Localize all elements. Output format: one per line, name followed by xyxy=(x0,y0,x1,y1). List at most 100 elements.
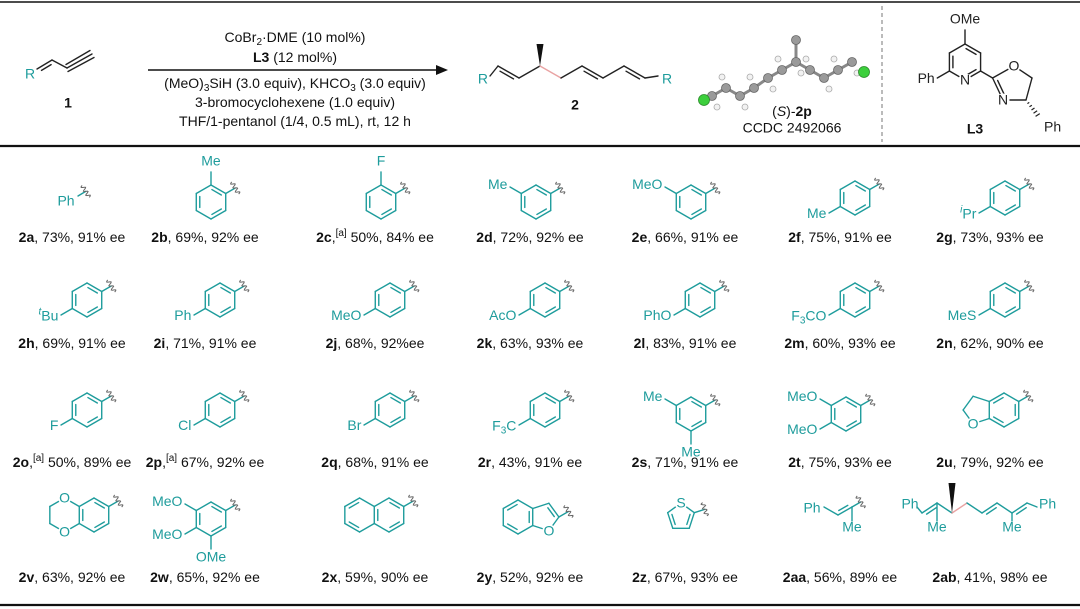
bond xyxy=(520,209,537,220)
bond xyxy=(101,395,112,403)
bond xyxy=(673,307,686,316)
bond xyxy=(363,417,376,426)
bond xyxy=(675,421,692,432)
compound-label: 2aa, 56%, 89% ee xyxy=(783,569,898,585)
bond xyxy=(184,503,197,512)
bond xyxy=(989,307,1006,318)
bond xyxy=(509,186,522,195)
condition-text: L3 (12 mol%) xyxy=(253,49,337,65)
bond xyxy=(583,70,599,80)
bond xyxy=(1004,307,1021,318)
crystal-atom xyxy=(791,57,801,67)
substituent-label: Ph xyxy=(57,193,74,209)
compound-label: 2s, 71%, 91% ee xyxy=(632,454,739,470)
crystal-hydrogen xyxy=(741,103,749,111)
bond xyxy=(390,306,402,314)
bond xyxy=(71,417,88,428)
bond xyxy=(951,502,968,514)
bond xyxy=(40,63,52,72)
bond xyxy=(381,208,393,216)
label-fragment: 2aa xyxy=(783,569,807,585)
bond xyxy=(497,65,520,79)
bond xyxy=(365,184,382,195)
label-fragment: 50%, 84% ee xyxy=(347,229,434,245)
wavy-bond xyxy=(113,494,124,508)
bond xyxy=(518,307,531,316)
atom-mask xyxy=(1007,59,1021,73)
label-fragment: 2u xyxy=(936,454,952,470)
crystal-atom xyxy=(735,91,745,101)
bond xyxy=(548,502,560,518)
bond xyxy=(219,282,236,293)
text-fragment: ·DME (10 mol%) xyxy=(262,29,365,45)
bond xyxy=(234,285,245,293)
bond xyxy=(978,205,991,214)
condition-text: 3-bromocyclohexene (1.0 equiv) xyxy=(195,94,395,110)
substituent-label: Me xyxy=(681,444,701,460)
crystal-atom xyxy=(777,65,787,75)
label-fragment: 2v xyxy=(19,569,35,585)
bond xyxy=(996,502,1013,514)
crystal-atom xyxy=(847,57,857,67)
label-fragment: , 79%, 92% ee xyxy=(953,454,1044,470)
label-fragment: , 69%, 92% ee xyxy=(168,229,259,245)
bond xyxy=(211,188,223,196)
bond xyxy=(220,416,232,424)
atom-mask xyxy=(674,496,688,510)
bond xyxy=(916,506,923,514)
wavy-bond xyxy=(874,177,885,191)
substituent-label: MeO xyxy=(787,421,817,437)
label-fragment: 2i xyxy=(154,335,166,351)
bond xyxy=(854,205,871,216)
label-fragment: , 68%, 92%ee xyxy=(337,335,424,351)
bond xyxy=(544,392,561,403)
compound-label: 2v, 63%, 92% ee xyxy=(19,569,126,585)
product-group: R xyxy=(478,71,488,87)
wavy-bond xyxy=(80,185,91,198)
bond xyxy=(195,501,212,512)
bond xyxy=(380,209,397,220)
bond xyxy=(684,282,701,293)
atom-mask xyxy=(996,93,1010,107)
text-fragment: CO xyxy=(805,307,826,323)
label-fragment: 2d xyxy=(476,229,492,245)
bond xyxy=(86,392,103,403)
bond xyxy=(348,501,360,509)
hashed-bond xyxy=(1027,101,1030,105)
bond xyxy=(846,400,858,408)
bond xyxy=(518,417,531,426)
bond xyxy=(210,184,227,195)
label-fragment: , 63%, 93% ee xyxy=(492,335,583,351)
substituent-label: OMe xyxy=(196,549,227,565)
bond xyxy=(837,506,853,516)
bond xyxy=(819,398,832,407)
compound-label: 2y, 52%, 92% ee xyxy=(477,569,584,585)
bond xyxy=(60,307,73,316)
wavy-bond xyxy=(564,279,575,293)
substituent-label: tBu xyxy=(39,306,59,323)
bond xyxy=(390,416,402,424)
bond xyxy=(666,511,674,530)
bond xyxy=(845,421,862,432)
bond xyxy=(1005,286,1017,294)
bond xyxy=(691,420,703,428)
compound-label: 2k, 63%, 93% ee xyxy=(477,335,584,351)
atom-mask xyxy=(958,73,972,87)
condition-text: THF/1-pentanol (1/4, 0.5 mL), rt, 12 h xyxy=(179,113,411,129)
label-fragment: 2n xyxy=(936,335,952,351)
wavy-bond xyxy=(855,495,866,509)
label-fragment: , 75%, 91% ee xyxy=(801,229,892,245)
bond xyxy=(1015,507,1027,515)
bond xyxy=(220,396,232,404)
bond xyxy=(195,526,212,537)
bond xyxy=(690,396,707,407)
substituent-label: Cl xyxy=(178,417,191,433)
bond xyxy=(365,209,382,220)
substituent-label: F xyxy=(377,153,386,169)
crystal-atom xyxy=(805,65,815,75)
crystal-atom xyxy=(791,35,801,45)
text-fragment: (MeO) xyxy=(164,75,204,91)
label-fragment: 2q xyxy=(321,454,337,470)
bond xyxy=(996,79,1005,96)
substituent-label: Me xyxy=(1002,519,1022,535)
